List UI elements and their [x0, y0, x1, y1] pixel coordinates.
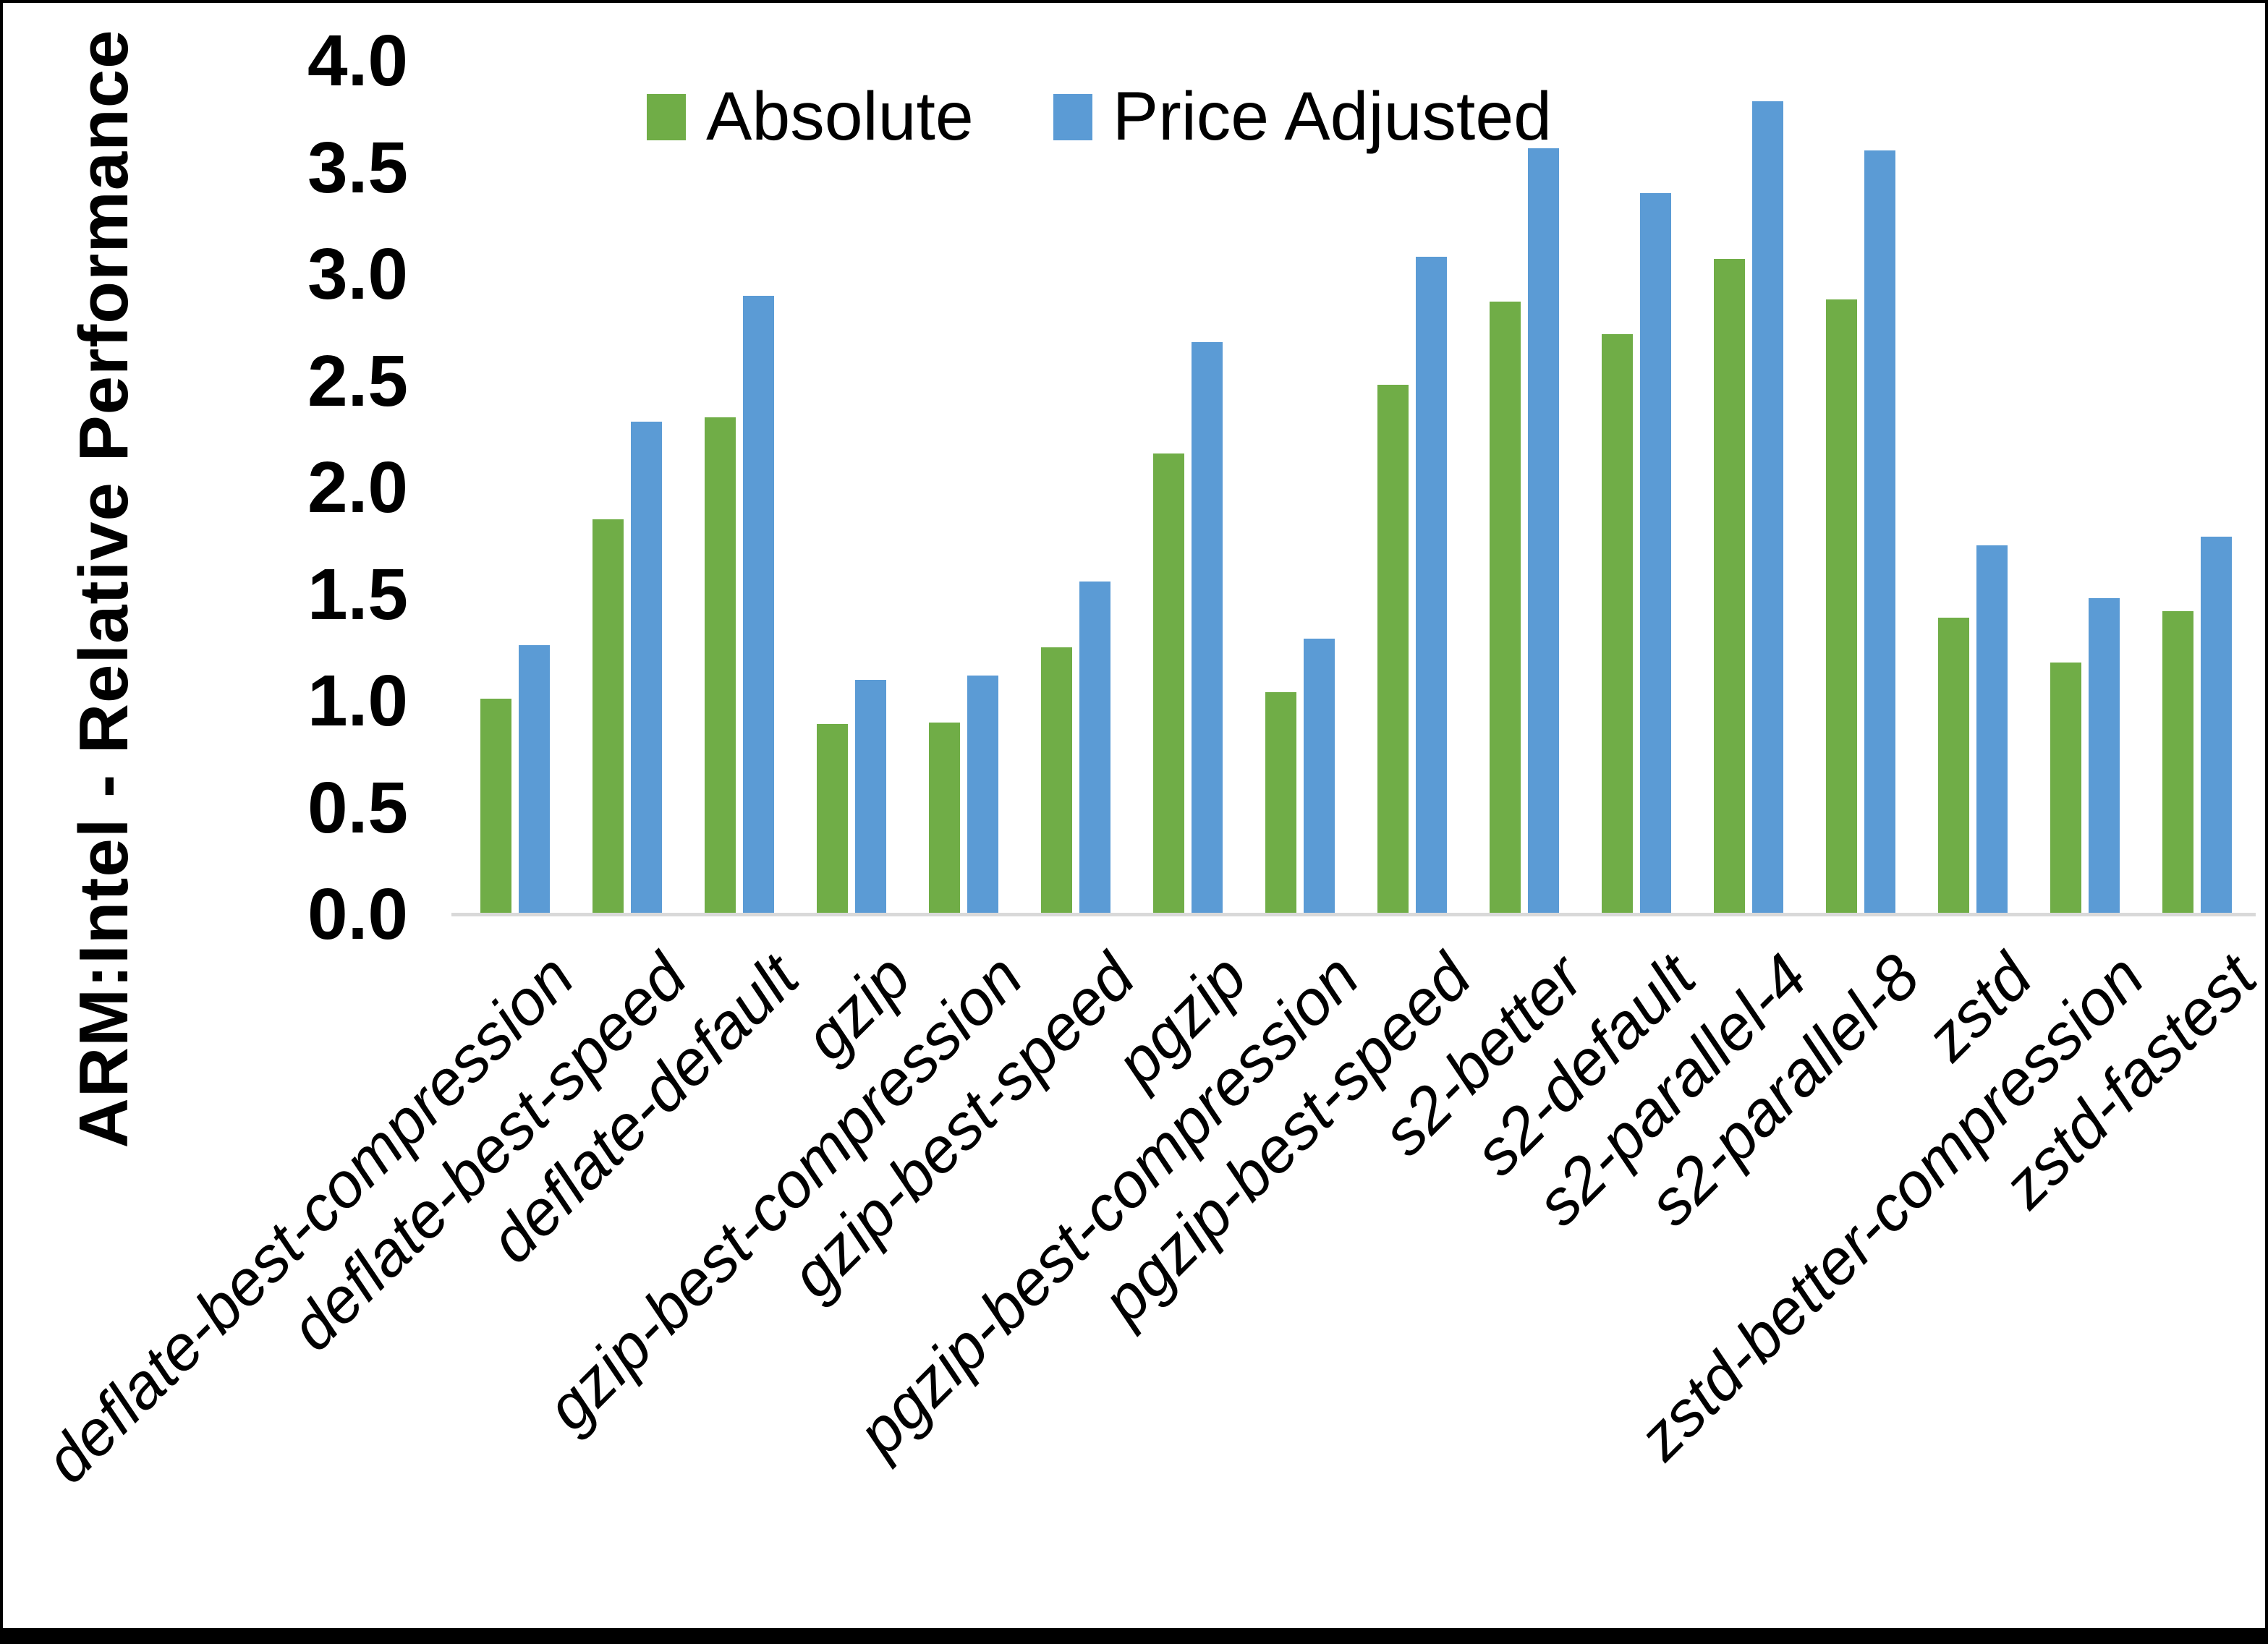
- bar-price-adjusted-gzip-best-compression: [967, 675, 998, 914]
- bar-price-adjusted-zstd-fastest: [2200, 536, 2232, 914]
- bar-group-pgzip: [1131, 61, 1244, 914]
- legend-item: Price Adjusted: [1053, 82, 1552, 151]
- bottom-border-bar: [3, 1628, 2265, 1641]
- bar-group-zstd: [1916, 61, 2029, 914]
- bar-absolute-deflate-default: [704, 417, 736, 914]
- legend-label: Absolute: [706, 78, 974, 155]
- bar-absolute-pgzip-best-compression: [1265, 692, 1296, 914]
- bar-absolute-s2-parallel-4: [1713, 259, 1745, 914]
- bar-price-adjusted-deflate-best-compression: [518, 645, 550, 914]
- y-tick-label: 1.5: [307, 553, 408, 635]
- bar-absolute-s2-parallel-8: [1825, 299, 1857, 914]
- y-tick-label: 0.5: [307, 767, 408, 848]
- bar-absolute-pgzip: [1152, 453, 1184, 914]
- bar-absolute-zstd-fastest: [2162, 611, 2193, 914]
- bar-group-gzip-best-speed: [1019, 61, 1131, 914]
- bar-price-adjusted-pgzip: [1191, 342, 1223, 914]
- bar-absolute-gzip-best-speed: [1040, 647, 1072, 914]
- bar-price-adjusted-gzip: [854, 679, 886, 914]
- bar-absolute-gzip-best-compression: [928, 722, 960, 914]
- bar-group-deflate-best-compression: [459, 61, 571, 914]
- y-tick-label: 2.5: [307, 340, 408, 422]
- bar-group-zstd-better-compression: [2029, 61, 2141, 914]
- legend: Absolute Price Adjusted: [647, 82, 1552, 151]
- legend-swatch-icon: [1053, 93, 1092, 140]
- y-tick-label: 0.0: [307, 874, 408, 955]
- y-tick-label: 3.0: [307, 234, 408, 315]
- y-tick-label: 3.5: [307, 127, 408, 208]
- bar-group-pgzip-best-speed: [1356, 61, 1468, 914]
- bar-group-gzip: [795, 61, 907, 914]
- bar-group-s2-parallel-8: [1804, 61, 1916, 914]
- legend-label: Price Adjusted: [1112, 78, 1552, 155]
- bar-group-s2-better: [1468, 61, 1580, 914]
- bar-group-deflate-best-speed: [571, 61, 683, 914]
- bar-price-adjusted-gzip-best-speed: [1079, 581, 1110, 914]
- y-tick-label: 4.0: [307, 20, 408, 101]
- bar-group-zstd-fastest: [2141, 61, 2253, 914]
- x-axis-line: [451, 913, 2256, 916]
- plot-area: [459, 61, 2253, 914]
- bar-group-gzip-best-compression: [907, 61, 1019, 914]
- bar-price-adjusted-deflate-default: [742, 295, 774, 914]
- bar-absolute-pgzip-best-speed: [1377, 385, 1409, 914]
- bar-price-adjusted-s2-parallel-8: [1864, 150, 1895, 914]
- bar-price-adjusted-pgzip-best-compression: [1303, 639, 1335, 914]
- legend-swatch-icon: [647, 93, 686, 140]
- bar-price-adjusted-s2-parallel-4: [1751, 101, 1783, 914]
- bar-group-s2-parallel-4: [1692, 61, 1804, 914]
- bar-price-adjusted-zstd-better-compression: [2088, 598, 2120, 914]
- bar-absolute-deflate-best-speed: [592, 519, 624, 914]
- y-tick-label: 2.0: [307, 447, 408, 528]
- bar-price-adjusted-s2-default: [1639, 192, 1671, 914]
- bar-group-pgzip-best-compression: [1244, 61, 1356, 914]
- bar-price-adjusted-s2-better: [1527, 148, 1559, 914]
- y-axis-title: ARM:Intel - Relative Performance: [65, 29, 143, 1149]
- bar-price-adjusted-deflate-best-speed: [630, 421, 662, 914]
- legend-item: Absolute: [647, 82, 974, 151]
- bar-group-s2-default: [1580, 61, 1692, 914]
- bar-absolute-gzip: [816, 724, 848, 914]
- bar-group-deflate-default: [683, 61, 795, 914]
- bar-absolute-s2-default: [1601, 333, 1633, 914]
- bar-absolute-deflate-best-compression: [480, 699, 511, 914]
- bar-absolute-s2-better: [1489, 302, 1521, 914]
- bar-price-adjusted-zstd: [1976, 545, 2008, 914]
- bar-absolute-zstd: [1937, 617, 1969, 914]
- bar-absolute-zstd-better-compression: [2050, 662, 2081, 914]
- bar-price-adjusted-pgzip-best-speed: [1415, 257, 1447, 914]
- y-tick-label: 1.0: [307, 660, 408, 741]
